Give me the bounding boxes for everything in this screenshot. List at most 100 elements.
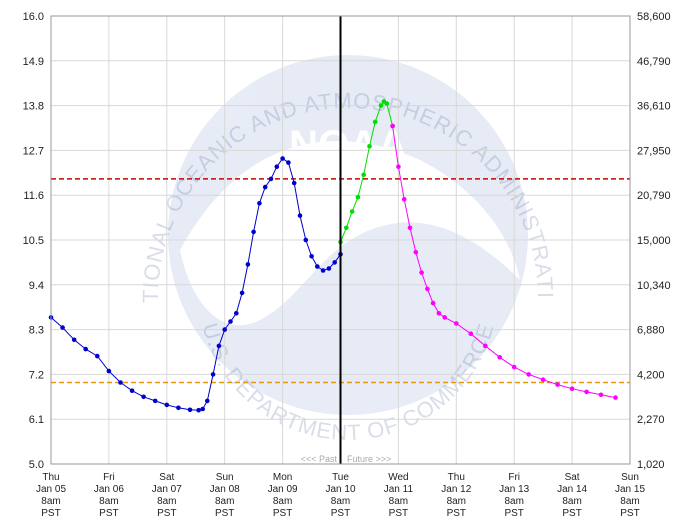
x-tick-line: PST <box>99 508 118 519</box>
data-point <box>274 164 280 169</box>
data-point <box>344 225 349 231</box>
left-tick-label: 10.5 <box>23 235 44 247</box>
data-point <box>234 311 239 316</box>
x-tick-line: PST <box>41 508 60 519</box>
data-point <box>83 346 88 352</box>
x-tick-line: PST <box>620 508 639 519</box>
x-tick-line: PST <box>504 508 523 519</box>
data-point <box>228 319 233 324</box>
x-tick-line: Jan 13 <box>499 484 529 495</box>
x-tick-line: PST <box>389 508 408 519</box>
x-tick-line: Jan 07 <box>152 484 182 495</box>
left-tick-label: 16.0 <box>23 11 44 23</box>
x-tick-line: PST <box>273 508 292 519</box>
x-tick-line: 8am <box>99 496 118 507</box>
x-tick-line: Mon <box>273 472 292 483</box>
x-tick-line: Sun <box>216 472 234 483</box>
left-tick-label: 8.3 <box>29 325 44 337</box>
data-point <box>297 213 303 218</box>
x-tick-line: Jan 14 <box>557 484 587 495</box>
data-point <box>303 237 309 243</box>
x-tick-line: Jan 15 <box>615 484 645 495</box>
data-point <box>425 286 430 292</box>
data-point <box>268 176 274 182</box>
data-point <box>413 249 419 255</box>
data-point <box>511 364 517 370</box>
x-tick-line: Sat <box>159 472 174 483</box>
right-axis-ticks: 58,600 46,790 36,610 27,950 20,790 15,000 10,3… <box>637 11 671 471</box>
x-tick-line: Wed <box>388 472 408 483</box>
x-tick-line: 8am <box>273 496 292 507</box>
data-point <box>526 372 531 377</box>
right-tick-label: 15,000 <box>637 235 671 247</box>
data-point <box>378 103 384 108</box>
x-tick-line: 8am <box>389 496 408 507</box>
left-tick-label: 11.6 <box>23 190 44 202</box>
data-point <box>210 372 216 377</box>
data-point <box>239 290 245 296</box>
data-point <box>419 270 424 275</box>
data-point <box>332 260 338 265</box>
x-tick-line: Jan 12 <box>441 484 471 495</box>
left-tick-label: 13.8 <box>23 101 44 113</box>
right-tick-label: 36,610 <box>637 101 671 113</box>
x-tick-line: 8am <box>41 496 60 507</box>
series-line <box>392 125 616 399</box>
x-tick-line: PST <box>562 508 581 519</box>
x-tick-line: Jan 06 <box>94 484 124 495</box>
right-tick-label: 10,340 <box>637 280 671 292</box>
x-tick-line: 8am <box>447 496 466 507</box>
data-point <box>222 327 227 332</box>
data-point <box>584 389 589 395</box>
x-tick-line: 8am <box>620 496 639 507</box>
data-point <box>497 355 503 360</box>
data-point <box>569 386 575 392</box>
data-point <box>216 343 222 349</box>
data-point <box>280 156 285 161</box>
data-point <box>442 315 448 320</box>
data-point <box>355 194 361 200</box>
x-tick-line: Sat <box>565 472 580 483</box>
data-point <box>349 209 355 214</box>
x-tick-line: 8am <box>157 496 176 507</box>
data-point <box>540 377 546 383</box>
data-point <box>71 337 77 343</box>
x-tick-line: 8am <box>562 496 581 507</box>
data-point <box>176 405 181 411</box>
data-point <box>309 253 314 259</box>
x-tick-line: Sun <box>621 472 639 483</box>
data-point <box>286 160 291 165</box>
right-tick-label: 1,020 <box>637 459 665 471</box>
data-point <box>384 101 390 106</box>
data-point <box>320 268 326 273</box>
left-axis-ticks: 16.0 14.9 13.8 12.7 11.6 10.5 9.4 8.3 7.2 6.1 5.0 <box>23 11 44 471</box>
data-point <box>152 398 158 404</box>
data-point <box>367 144 372 149</box>
x-tick-line: Tue <box>332 472 349 483</box>
x-tick-line: Jan 05 <box>36 484 66 495</box>
data-point <box>251 229 256 235</box>
x-tick-line: Jan 09 <box>268 484 298 495</box>
data-point <box>245 262 251 267</box>
data-point <box>187 407 193 413</box>
right-tick-label: 27,950 <box>637 145 671 157</box>
x-tick-line: 8am <box>331 496 350 507</box>
left-tick-label: 6.1 <box>29 414 44 426</box>
past-future-label: <<< Past Future >>> <box>301 454 392 464</box>
x-tick-line: 8am <box>215 496 234 507</box>
data-point <box>468 331 474 337</box>
noaa-emblem-letters: NOAA <box>289 123 407 167</box>
right-tick-label: 6,880 <box>637 325 665 337</box>
data-point <box>196 407 201 413</box>
